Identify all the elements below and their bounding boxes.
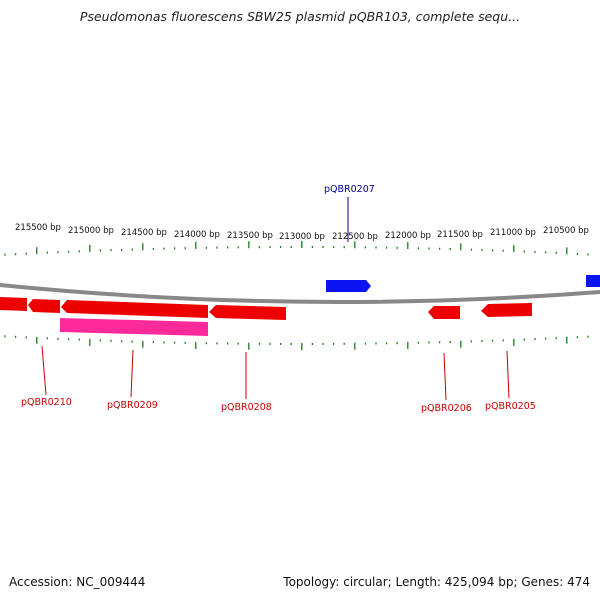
gene-pQBR0209[interactable]: [60, 318, 208, 336]
gene-label-pQBR0210[interactable]: pQBR0210: [21, 397, 72, 408]
leader-pQBR0209: [130, 349, 134, 398]
gene-label-pQBR0205[interactable]: pQBR0205: [485, 401, 536, 412]
scale-label-215500: 215500 bp: [15, 223, 61, 233]
gene-label-pQBR0208[interactable]: pQBR0208: [221, 402, 272, 413]
leader-pQBR0205: [506, 350, 510, 399]
gene-pQBR0208[interactable]: [209, 305, 286, 320]
scale-label-215000: 215000 bp: [68, 226, 114, 236]
scale-label-212500: 212500 bp: [332, 232, 378, 242]
outer-scale-ticks: [4, 241, 589, 256]
scale-label-214000: 214000 bp: [174, 230, 220, 240]
page-title: Pseudomonas fluorescens SBW25 plasmid pQ…: [79, 9, 521, 24]
plasmid-backbone: [0, 283, 600, 304]
reverse-genes: [0, 297, 532, 336]
gene-pQBR0206[interactable]: [428, 306, 460, 319]
scale-label-211000: 211000 bp: [490, 228, 536, 238]
gene-pQBR0207[interactable]: [326, 280, 371, 292]
gene-pQBR0209-reverse[interactable]: [61, 300, 208, 318]
label-leaders: [41, 197, 510, 401]
scale-label-214500: 214500 bp: [121, 228, 167, 238]
gene-pQBR0211-partial[interactable]: [0, 297, 27, 311]
forward-genes: [326, 275, 600, 292]
scale-label-213500: 213500 bp: [227, 231, 273, 241]
scale-label-211500: 211500 bp: [437, 230, 483, 240]
gene-labels: pQBR0207 pQBR0210 pQBR0209 pQBR0208 pQBR…: [21, 184, 536, 414]
leader-pQBR0210: [41, 345, 47, 396]
accession-label: Accession: NC_009444: [9, 575, 146, 589]
scale-labels: 215500 bp 215000 bp 214500 bp 214000 bp …: [15, 223, 589, 242]
inner-scale-ticks: [4, 335, 589, 350]
scale-label-213000: 213000 bp: [279, 232, 325, 242]
gene-label-pQBR0209[interactable]: pQBR0209: [107, 400, 158, 411]
gene-offscreen-right[interactable]: [586, 275, 600, 287]
gene-label-pQBR0207[interactable]: pQBR0207: [324, 184, 375, 195]
gene-pQBR0205[interactable]: [481, 303, 532, 317]
leader-pQBR0206: [443, 352, 447, 401]
scale-label-212000: 212000 bp: [385, 231, 431, 241]
topology-summary: Topology: circular; Length: 425,094 bp; …: [283, 575, 590, 589]
scale-label-210500: 210500 bp: [543, 226, 589, 236]
gene-label-pQBR0206[interactable]: pQBR0206: [421, 403, 472, 414]
gene-pQBR0210[interactable]: [28, 299, 60, 313]
